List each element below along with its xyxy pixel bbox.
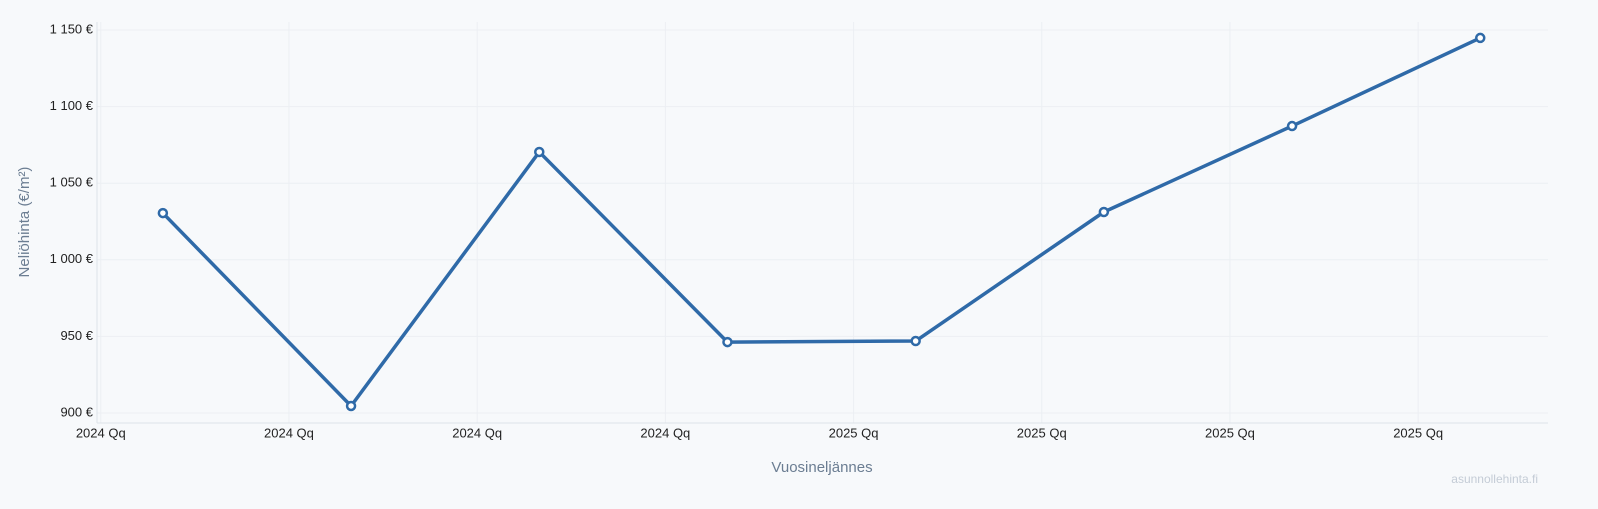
point [1098,206,1110,218]
x-tick-label: 2025 Qq [829,425,879,440]
y-tick-label: 900 € [60,404,93,419]
x-tick-label: 2024 Qq [452,425,502,440]
x-tick-label: 2025 Qq [1017,425,1067,440]
y-axis-title: Neliöhinta (€/m²) [16,167,33,278]
point [534,146,545,158]
y-tick-label: 1 050 € [50,175,94,190]
point [722,336,733,348]
point [1474,32,1486,44]
watermark: asunnollehinta.fi [1451,472,1538,486]
y-tick-label: 1 000 € [50,251,94,266]
x-tick-label: 2025 Qq [1393,425,1443,440]
x-axis-title: Vuosineljännes [771,459,872,476]
grid [97,22,1548,423]
point [910,335,921,347]
y-tick-label: 1 150 € [50,21,94,36]
x-tick-label: 2024 Qq [264,425,314,440]
point [345,400,357,412]
y-tick-label: 950 € [60,328,93,343]
x-tick-label: 2024 Qq [640,425,690,440]
x-tick-label: 2024 Qq [76,425,126,440]
x-tick-label: 2025 Qq [1205,425,1255,440]
point [1286,120,1298,132]
point [157,207,169,219]
line [161,36,1481,408]
y-tick-label: 1 100 € [50,98,94,113]
